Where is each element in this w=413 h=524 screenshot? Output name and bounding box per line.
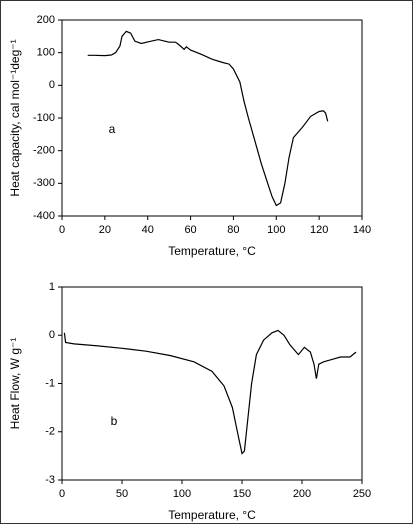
x-tick-label: 0 — [59, 488, 65, 500]
y-tick-label: -100 — [33, 112, 55, 124]
x-tick-label: 150 — [233, 488, 251, 500]
y-tick-label: 0 — [49, 79, 55, 91]
y-tick-label: -300 — [33, 177, 55, 189]
x-tick-label: 50 — [116, 488, 128, 500]
y-tick-label: 100 — [37, 47, 55, 59]
annotation: b — [111, 414, 118, 428]
x-tick-label: 140 — [353, 224, 371, 236]
x-tick-label: 60 — [184, 224, 196, 236]
data-line — [87, 30, 329, 207]
y-tick-label: 0 — [49, 329, 55, 341]
x-axis-label: Temperature, °C — [168, 244, 256, 258]
y-tick-label: -2 — [45, 426, 55, 438]
y-tick-label: -1 — [45, 377, 55, 389]
x-tick-label: 80 — [227, 224, 239, 236]
x-tick-label: 100 — [267, 224, 285, 236]
x-tick-label: 0 — [59, 224, 65, 236]
x-axis-label: Temperature, °C — [168, 508, 256, 522]
x-tick-label: 40 — [142, 224, 154, 236]
data-line — [63, 329, 357, 455]
x-tick-label: 200 — [293, 488, 311, 500]
y-tick-label: 1 — [49, 281, 55, 293]
x-tick-label: 100 — [173, 488, 191, 500]
annotation: a — [109, 122, 116, 136]
x-tick-label: 250 — [353, 488, 371, 500]
y-axis-label: Heat Flow, W g⁻¹ — [8, 338, 22, 430]
y-tick-label: -200 — [33, 145, 55, 157]
y-tick-label: 200 — [37, 14, 55, 26]
y-tick-label: -3 — [45, 474, 55, 486]
x-tick-label: 120 — [310, 224, 328, 236]
y-tick-label: -400 — [33, 210, 55, 222]
x-tick-label: 20 — [99, 224, 111, 236]
y-axis-label: Heat capacity, cal mol⁻¹deg⁻¹ — [8, 39, 22, 196]
